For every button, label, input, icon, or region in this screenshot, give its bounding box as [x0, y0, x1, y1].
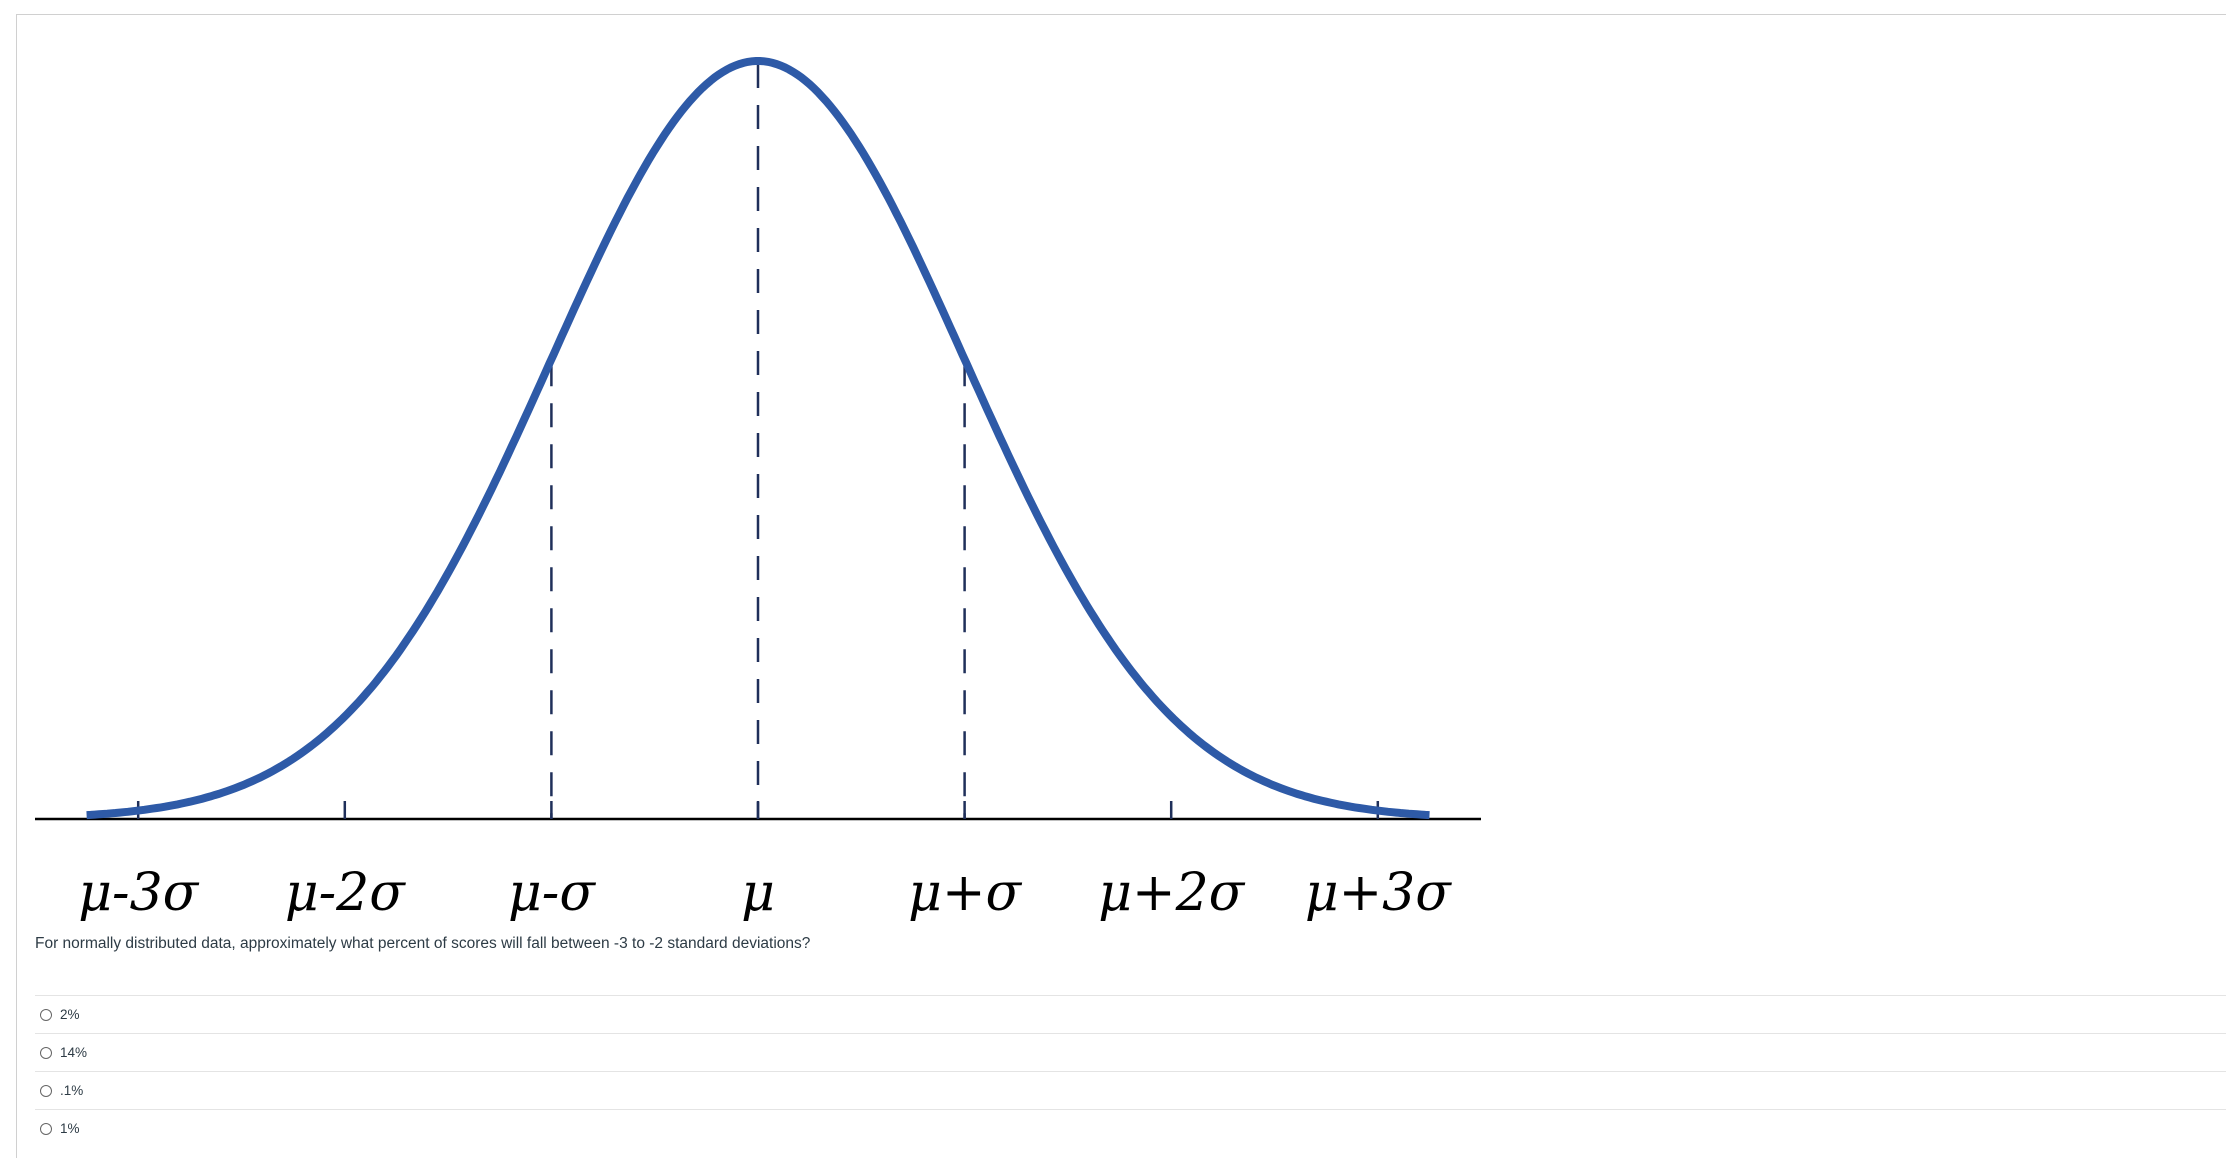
question-text: For normally distributed data, approxima…: [35, 935, 811, 952]
axis-label: μ-3σ: [78, 863, 199, 923]
option-label: 14%: [60, 1045, 88, 1060]
axis-label: μ+σ: [908, 863, 1022, 923]
normal-curve: [86, 57, 1430, 820]
radio-button[interactable]: [40, 1122, 52, 1135]
axis-label: μ-σ: [508, 863, 596, 923]
answer-option[interactable]: .1%: [35, 1071, 2226, 1109]
axis-label: μ+2σ: [1098, 863, 1245, 923]
option-label: .1%: [60, 1083, 84, 1098]
answer-option[interactable]: 2%: [35, 995, 2226, 1033]
normal-curve-figure: μ-3σ μ-2σ μ-σ μ μ+σ μ+2σ μ+3σ: [35, 57, 1481, 923]
answer-option[interactable]: 1%: [35, 1109, 2226, 1147]
axis-label: μ: [741, 863, 775, 923]
answer-option[interactable]: 14%: [35, 1033, 2226, 1071]
option-label: 1%: [60, 1121, 80, 1136]
axis-label: μ+3σ: [1305, 863, 1452, 923]
radio-button[interactable]: [40, 1008, 52, 1021]
axis-label: μ-2σ: [285, 863, 406, 923]
question-frame: [16, 14, 2226, 1158]
option-label: 2%: [60, 1007, 80, 1022]
radio-button[interactable]: [40, 1084, 52, 1097]
radio-button[interactable]: [40, 1046, 52, 1059]
